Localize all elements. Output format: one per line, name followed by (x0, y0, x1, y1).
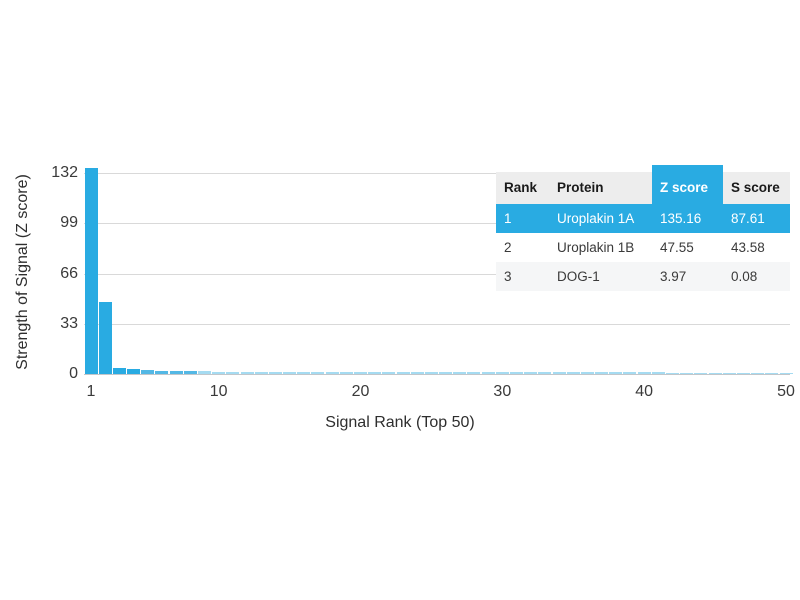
bar-rank-13 (254, 371, 268, 374)
protein-rank-table: Rank Protein Z score S score 1 Uroplakin 1A 13… (496, 172, 790, 291)
table-cell-s-score: 43.58 (723, 233, 790, 262)
bar-rank-46 (722, 372, 736, 374)
x-tick-label-10: 10 (209, 383, 228, 400)
bar-rank-41 (651, 372, 665, 374)
table-cell-rank: 3 (496, 262, 549, 291)
gridline-y-66 (84, 273, 790, 275)
table-cell-s-score: 0.08 (723, 262, 790, 291)
table-row-rank-1: 1 Uroplakin 1A 135.16 87.61 (496, 204, 790, 233)
bar-rank-43 (680, 372, 694, 374)
bar-rank-47 (736, 372, 750, 374)
bar-rank-5 (141, 370, 155, 374)
table-header-s-score: S score (723, 172, 790, 204)
table-header-z-score: Z score (660, 180, 709, 195)
bar-rank-18 (325, 372, 339, 374)
bar-rank-16 (297, 371, 311, 374)
bar-rank-3 (112, 367, 126, 374)
bar-rank-19 (339, 372, 353, 374)
bar-rank-44 (694, 372, 708, 374)
bar-rank-49 (765, 372, 779, 374)
bar-rank-31 (510, 372, 523, 374)
bar-rank-17 (311, 371, 325, 374)
bar-rank-30 (495, 372, 509, 374)
table-cell-z-score: 3.97 (652, 262, 723, 291)
bar-rank-9 (197, 371, 211, 374)
bar-rank-45 (708, 372, 722, 374)
bar-rank-11 (226, 371, 240, 374)
bar-rank-20 (353, 372, 367, 374)
table-cell-protein: Uroplakin 1B (549, 233, 652, 262)
y-tick-label-99: 99 (60, 214, 78, 232)
bar-rank-12 (240, 371, 254, 374)
bar-rank-4 (127, 368, 141, 374)
x-tick-label-1: 1 (86, 383, 96, 400)
bar-rank-35 (566, 372, 580, 374)
table-header-protein: Protein (549, 172, 652, 204)
bar-rank-50 (779, 372, 793, 374)
table-row-rank-3: 3 DOG-1 3.97 0.08 (496, 262, 790, 291)
x-axis-title: Signal Rank (Top 50) (325, 414, 475, 431)
table-cell-rank: 2 (496, 233, 549, 262)
bar-rank-10 (212, 371, 226, 374)
bar-rank-1 (84, 168, 98, 374)
bar-rank-6 (155, 370, 169, 374)
table-cell-s-score: 87.61 (723, 204, 790, 233)
table-cell-protein: DOG-1 (549, 262, 652, 291)
gridline-y-132 (84, 173, 790, 174)
table-cell-protein: Uroplakin 1A (549, 204, 652, 233)
x-axis-line (84, 374, 790, 375)
y-tick-label-66: 66 (60, 264, 78, 282)
y-tick-label-33: 33 (60, 314, 78, 332)
bar-rank-39 (623, 372, 637, 374)
bar-rank-36 (580, 372, 594, 374)
table-cell-rank: 1 (496, 204, 549, 233)
bar-rank-24 (410, 372, 424, 374)
bar-rank-27 (453, 372, 467, 374)
table-header-rank: Rank (496, 172, 549, 204)
y-tick-label-0: 0 (69, 365, 78, 382)
bar-rank-38 (609, 372, 623, 374)
bar-rank-32 (524, 372, 538, 374)
bar-rank-14 (268, 371, 282, 374)
bar-rank-29 (481, 372, 495, 374)
bar-rank-7 (169, 370, 183, 374)
bar-rank-8 (183, 371, 197, 374)
bar-rank-22 (382, 372, 396, 374)
bar-rank-34 (552, 372, 566, 374)
bar-rank-33 (538, 372, 552, 374)
gridline-y-99 (84, 223, 790, 225)
bar-rank-25 (424, 372, 438, 374)
bar-rank-40 (637, 372, 651, 374)
z-score-column-tab (652, 165, 723, 204)
x-tick-label-40: 40 (635, 383, 654, 400)
bar-rank-48 (751, 372, 765, 374)
table-header-row: Rank Protein Z score S score (496, 172, 790, 204)
bar-rank-15 (283, 371, 297, 374)
bar-rank-26 (439, 372, 453, 374)
x-tick-label-30: 30 (493, 383, 512, 400)
table-cell-z-score: 47.55 (652, 233, 723, 262)
bar-rank-2 (98, 301, 112, 374)
bar-rank-42 (666, 372, 680, 374)
bar-rank-21 (368, 372, 382, 374)
x-tick-label-20: 20 (351, 383, 370, 400)
y-tick-label-132: 132 (51, 164, 78, 181)
x-tick-label-50: 50 (777, 383, 795, 400)
bar-rank-23 (396, 372, 410, 374)
table-cell-z-score: 135.16 (652, 204, 723, 233)
gridline-y-33 (84, 323, 790, 325)
bar-rank-28 (467, 372, 481, 374)
bar-rank-37 (595, 372, 609, 374)
table-row-rank-2: 2 Uroplakin 1B 47.55 43.58 (496, 233, 790, 262)
